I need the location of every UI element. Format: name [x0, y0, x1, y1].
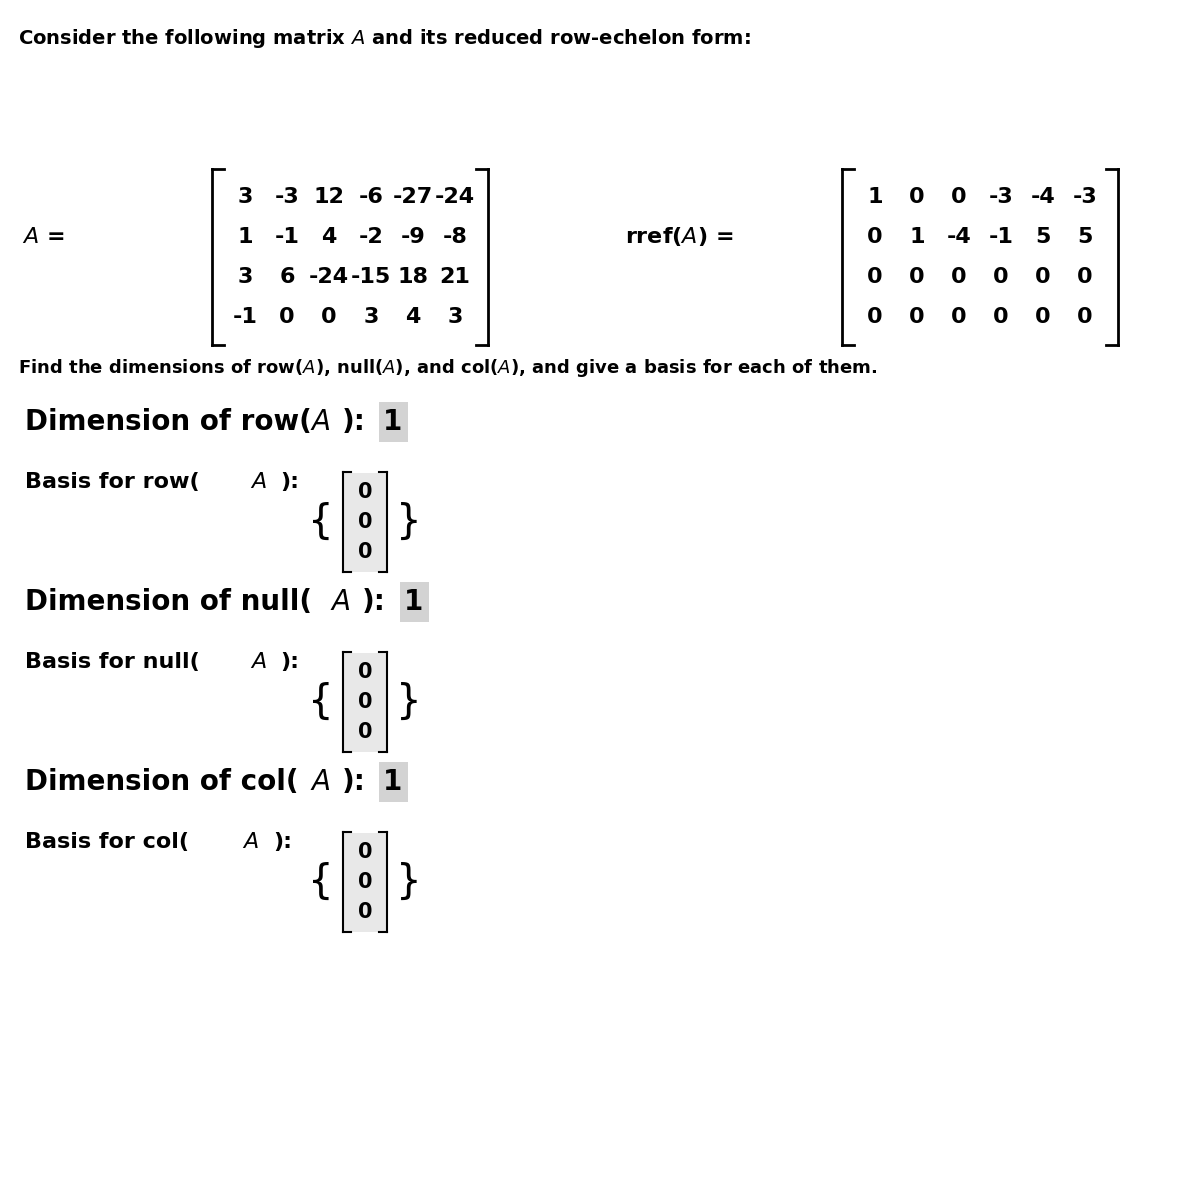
Text: $A$ =: $A$ =: [22, 226, 65, 247]
Text: ):: ):: [362, 588, 386, 616]
FancyBboxPatch shape: [343, 652, 386, 751]
Text: 5: 5: [1036, 226, 1051, 247]
Text: 0: 0: [1036, 267, 1051, 287]
Text: ):: ):: [280, 652, 299, 672]
Text: 0: 0: [358, 513, 372, 532]
Text: 0: 0: [358, 662, 372, 682]
Text: Dimension of col(: Dimension of col(: [25, 768, 299, 796]
Text: 0: 0: [358, 902, 372, 921]
Text: {: {: [308, 862, 334, 902]
Text: 6: 6: [280, 267, 295, 287]
Text: 0: 0: [868, 226, 883, 247]
Text: -3: -3: [989, 187, 1013, 207]
Text: 1: 1: [910, 226, 925, 247]
Text: $A$: $A$: [242, 832, 259, 852]
Text: 0: 0: [1036, 308, 1051, 327]
Text: 0: 0: [952, 308, 967, 327]
Text: }: }: [396, 862, 422, 902]
FancyBboxPatch shape: [379, 402, 408, 442]
Text: Consider the following matrix $A$ and its reduced row-echelon form:: Consider the following matrix $A$ and it…: [18, 27, 751, 50]
Text: $A$: $A$: [330, 588, 350, 616]
Text: 0: 0: [994, 308, 1009, 327]
Text: 0: 0: [952, 267, 967, 287]
Text: -1: -1: [989, 226, 1014, 247]
Text: 3: 3: [448, 308, 463, 327]
FancyBboxPatch shape: [400, 582, 430, 622]
Text: 1: 1: [404, 588, 424, 616]
Text: -6: -6: [359, 187, 384, 207]
FancyBboxPatch shape: [343, 472, 386, 571]
Text: -4: -4: [1031, 187, 1055, 207]
Text: 0: 0: [280, 308, 295, 327]
Text: 0: 0: [994, 267, 1009, 287]
Text: 3: 3: [238, 187, 253, 207]
Text: Basis for row(: Basis for row(: [25, 472, 199, 492]
Text: 0: 0: [358, 693, 372, 712]
Text: 0: 0: [358, 842, 372, 862]
Text: -1: -1: [275, 226, 300, 247]
Text: 3: 3: [364, 308, 379, 327]
Text: 1: 1: [383, 408, 403, 436]
Text: 0: 0: [910, 187, 925, 207]
Text: ):: ):: [342, 408, 366, 436]
Text: 3: 3: [238, 267, 253, 287]
Text: -4: -4: [947, 226, 971, 247]
Text: -1: -1: [233, 308, 258, 327]
Text: Find the dimensions of row($A$), null($A$), and col($A$), and give a basis for e: Find the dimensions of row($A$), null($A…: [18, 356, 877, 379]
FancyBboxPatch shape: [343, 832, 386, 931]
FancyBboxPatch shape: [379, 762, 408, 802]
Text: 0: 0: [1078, 308, 1093, 327]
Text: 1: 1: [383, 768, 403, 796]
Text: 0: 0: [358, 542, 372, 561]
Text: -24: -24: [434, 187, 475, 207]
Text: }: }: [396, 682, 422, 722]
Text: -15: -15: [350, 267, 391, 287]
Text: 0: 0: [868, 308, 883, 327]
Text: 0: 0: [358, 873, 372, 892]
Text: Basis for null(: Basis for null(: [25, 652, 200, 672]
Text: $A$: $A$: [310, 768, 330, 796]
Text: 0: 0: [322, 308, 337, 327]
Text: 18: 18: [397, 267, 428, 287]
Text: 12: 12: [313, 187, 344, 207]
Text: 1: 1: [238, 226, 253, 247]
Text: -3: -3: [275, 187, 299, 207]
Text: 0: 0: [910, 308, 925, 327]
Text: 0: 0: [358, 722, 372, 741]
Text: $A$: $A$: [310, 408, 330, 436]
Text: -24: -24: [308, 267, 349, 287]
Text: 0: 0: [358, 482, 372, 502]
Text: 0: 0: [868, 267, 883, 287]
Text: -9: -9: [401, 226, 425, 247]
Text: ):: ):: [280, 472, 299, 492]
Text: -8: -8: [443, 226, 468, 247]
Text: }: }: [396, 502, 422, 542]
Text: $A$: $A$: [250, 472, 266, 492]
Text: Basis for col(: Basis for col(: [25, 832, 190, 852]
Text: -27: -27: [392, 187, 433, 207]
Text: 21: 21: [439, 267, 470, 287]
Text: {: {: [308, 682, 334, 722]
Text: 4: 4: [406, 308, 421, 327]
Text: 0: 0: [1078, 267, 1093, 287]
Text: 1: 1: [868, 187, 883, 207]
Text: ):: ):: [342, 768, 366, 796]
Text: rref($A$) =: rref($A$) =: [625, 225, 733, 248]
Text: ):: ):: [274, 832, 292, 852]
Text: 5: 5: [1078, 226, 1093, 247]
Text: 4: 4: [322, 226, 337, 247]
Text: Dimension of row(: Dimension of row(: [25, 408, 312, 436]
Text: 0: 0: [910, 267, 925, 287]
Text: Dimension of null(: Dimension of null(: [25, 588, 312, 616]
Text: {: {: [308, 502, 334, 542]
Text: $A$: $A$: [250, 652, 266, 672]
Text: 0: 0: [952, 187, 967, 207]
Text: -2: -2: [359, 226, 383, 247]
Text: -3: -3: [1073, 187, 1097, 207]
